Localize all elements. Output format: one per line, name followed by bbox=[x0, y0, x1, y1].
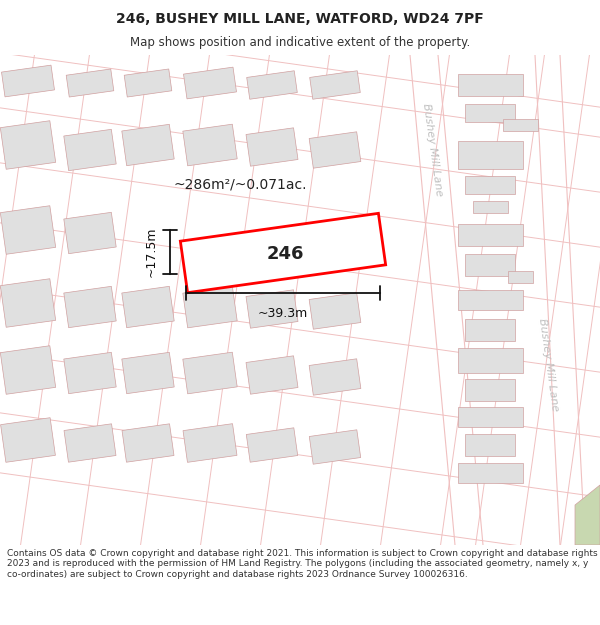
Polygon shape bbox=[458, 224, 523, 246]
Polygon shape bbox=[246, 356, 298, 394]
Polygon shape bbox=[1, 418, 55, 462]
Polygon shape bbox=[124, 69, 172, 97]
Text: 246, BUSHEY MILL LANE, WATFORD, WD24 7PF: 246, BUSHEY MILL LANE, WATFORD, WD24 7PF bbox=[116, 12, 484, 26]
Polygon shape bbox=[64, 286, 116, 328]
Polygon shape bbox=[64, 213, 116, 254]
Polygon shape bbox=[64, 129, 116, 171]
Text: ~39.3m: ~39.3m bbox=[258, 307, 308, 320]
Polygon shape bbox=[2, 65, 55, 97]
Polygon shape bbox=[465, 319, 515, 341]
Polygon shape bbox=[465, 254, 515, 276]
Text: ~286m²/~0.071ac.: ~286m²/~0.071ac. bbox=[173, 178, 307, 192]
Polygon shape bbox=[309, 292, 361, 329]
Polygon shape bbox=[465, 434, 515, 456]
Text: Bushey Mill Lane: Bushey Mill Lane bbox=[421, 103, 443, 197]
Polygon shape bbox=[183, 286, 237, 328]
Polygon shape bbox=[503, 119, 538, 131]
Polygon shape bbox=[310, 71, 360, 99]
Polygon shape bbox=[465, 379, 515, 401]
Polygon shape bbox=[508, 271, 533, 283]
Polygon shape bbox=[458, 141, 523, 169]
Polygon shape bbox=[184, 67, 236, 99]
Polygon shape bbox=[246, 128, 298, 166]
Text: Map shows position and indicative extent of the property.: Map shows position and indicative extent… bbox=[130, 36, 470, 49]
Text: 246: 246 bbox=[266, 245, 304, 263]
Polygon shape bbox=[246, 290, 298, 328]
Polygon shape bbox=[183, 124, 237, 166]
Polygon shape bbox=[458, 463, 523, 483]
Polygon shape bbox=[1, 121, 56, 169]
Text: Contains OS data © Crown copyright and database right 2021. This information is : Contains OS data © Crown copyright and d… bbox=[7, 549, 598, 579]
Polygon shape bbox=[458, 407, 523, 427]
Polygon shape bbox=[246, 428, 298, 462]
Polygon shape bbox=[309, 359, 361, 395]
Polygon shape bbox=[66, 69, 114, 97]
Polygon shape bbox=[473, 201, 508, 213]
Polygon shape bbox=[309, 430, 361, 464]
Polygon shape bbox=[309, 132, 361, 168]
Polygon shape bbox=[181, 213, 386, 292]
Polygon shape bbox=[465, 176, 515, 194]
Polygon shape bbox=[64, 352, 116, 394]
Polygon shape bbox=[465, 104, 515, 122]
Polygon shape bbox=[122, 352, 174, 394]
Polygon shape bbox=[64, 424, 116, 462]
Polygon shape bbox=[183, 352, 237, 394]
Text: ~17.5m: ~17.5m bbox=[145, 227, 158, 278]
Polygon shape bbox=[122, 424, 174, 462]
Polygon shape bbox=[122, 286, 174, 328]
Polygon shape bbox=[183, 424, 237, 462]
Polygon shape bbox=[458, 74, 523, 96]
Polygon shape bbox=[458, 290, 523, 310]
Polygon shape bbox=[247, 71, 297, 99]
Polygon shape bbox=[1, 279, 56, 328]
Polygon shape bbox=[575, 485, 600, 545]
Polygon shape bbox=[1, 206, 56, 254]
Polygon shape bbox=[458, 348, 523, 372]
Text: Bushey Mill Lane: Bushey Mill Lane bbox=[536, 318, 559, 412]
Polygon shape bbox=[1, 346, 56, 394]
Polygon shape bbox=[122, 124, 174, 166]
